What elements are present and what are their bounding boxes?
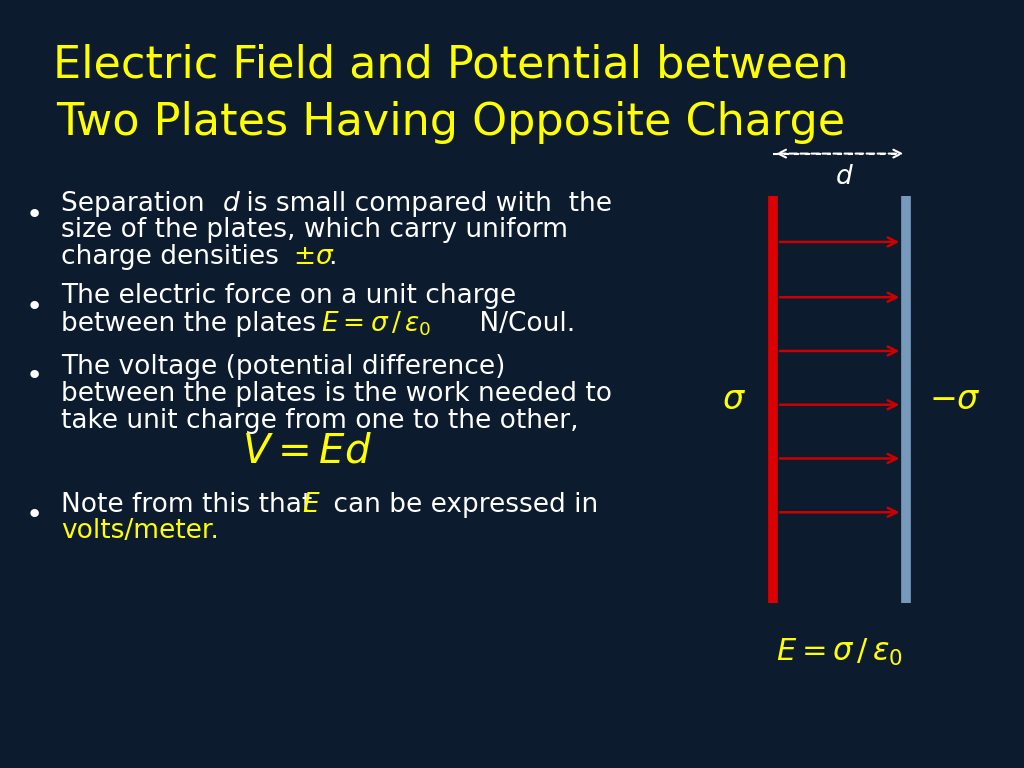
- Text: Separation: Separation: [61, 190, 213, 217]
- Text: $E = \sigma\,/\,\varepsilon_0$: $E = \sigma\,/\,\varepsilon_0$: [776, 637, 903, 668]
- Text: charge densities: charge densities: [61, 244, 296, 270]
- Text: $V = Ed$: $V = Ed$: [242, 432, 373, 472]
- Text: between the plates: between the plates: [61, 311, 325, 337]
- Text: $d$: $d$: [836, 164, 854, 190]
- Text: Two Plates Having Opposite Charge: Two Plates Having Opposite Charge: [56, 101, 845, 144]
- Text: volts/meter.: volts/meter.: [61, 518, 219, 545]
- Text: $\pm\sigma$: $\pm\sigma$: [293, 244, 335, 270]
- Text: .: .: [328, 244, 336, 270]
- Text: The electric force on a unit charge: The electric force on a unit charge: [61, 283, 516, 309]
- Text: is small compared with  the: is small compared with the: [238, 190, 611, 217]
- Text: $E = \sigma\,/\,\varepsilon_0$: $E = \sigma\,/\,\varepsilon_0$: [321, 310, 430, 339]
- Text: $E$: $E$: [302, 492, 321, 518]
- Text: take unit charge from one to the other,: take unit charge from one to the other,: [61, 408, 579, 434]
- Text: •: •: [26, 293, 43, 321]
- Text: The voltage (potential difference): The voltage (potential difference): [61, 354, 506, 380]
- Text: size of the plates, which carry uniform: size of the plates, which carry uniform: [61, 217, 568, 243]
- Text: Electric Field and Potential between: Electric Field and Potential between: [53, 44, 848, 87]
- Text: between the plates is the work needed to: between the plates is the work needed to: [61, 381, 612, 407]
- Text: $-\sigma$: $-\sigma$: [930, 383, 981, 415]
- Text: d: d: [223, 190, 240, 217]
- Text: can be expressed in: can be expressed in: [325, 492, 598, 518]
- Text: •: •: [26, 501, 43, 528]
- Text: •: •: [26, 201, 43, 229]
- Text: $\sigma$: $\sigma$: [722, 383, 746, 415]
- Text: N/Coul.: N/Coul.: [471, 311, 575, 337]
- Text: Note from this that: Note from this that: [61, 492, 322, 518]
- Text: •: •: [26, 362, 43, 390]
